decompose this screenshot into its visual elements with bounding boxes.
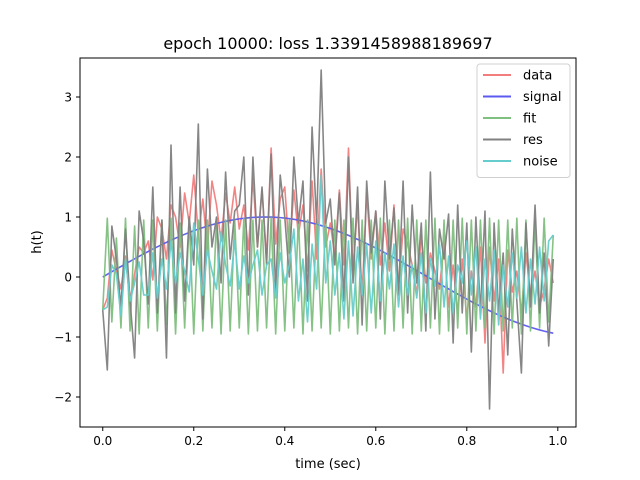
legend-box [476,63,571,178]
series-line-res [101,69,555,410]
x-tick-label: 0.4 [275,434,294,448]
y-axis: −2 −1 0 1 2 3 [54,91,80,405]
y-tick-label: 1 [64,211,72,225]
chart-title: epoch 10000: loss 1.3391458988189697 [163,34,492,53]
x-tick-label: 0.0 [93,434,112,448]
x-axis-label: time (sec) [295,457,361,472]
legend-label-fit: fit [523,112,536,127]
x-tick-label: 0.6 [366,434,385,448]
legend-label-data: data [523,69,552,84]
y-tick-label: −1 [54,331,72,345]
plot-frame [79,57,577,428]
y-tick-label: −2 [54,391,72,405]
x-axis: 0.0 0.2 0.4 0.6 0.8 1.0 [93,427,567,448]
y-tick-label: 2 [64,151,72,165]
y-tick-label: 3 [64,91,72,105]
legend-label-res: res [523,133,543,148]
x-tick-label: 0.8 [457,434,476,448]
series-line-noise [102,174,554,326]
x-tick-label: 0.2 [184,434,203,448]
x-tick-label: 1.0 [548,434,567,448]
plot-area [101,69,555,410]
legend: data signal fit res noise [476,63,571,178]
legend-label-noise: noise [523,155,558,170]
y-tick-label: 0 [64,271,72,285]
y-axis-label: h(t) [30,230,45,253]
legend-label-signal: signal [523,90,561,105]
